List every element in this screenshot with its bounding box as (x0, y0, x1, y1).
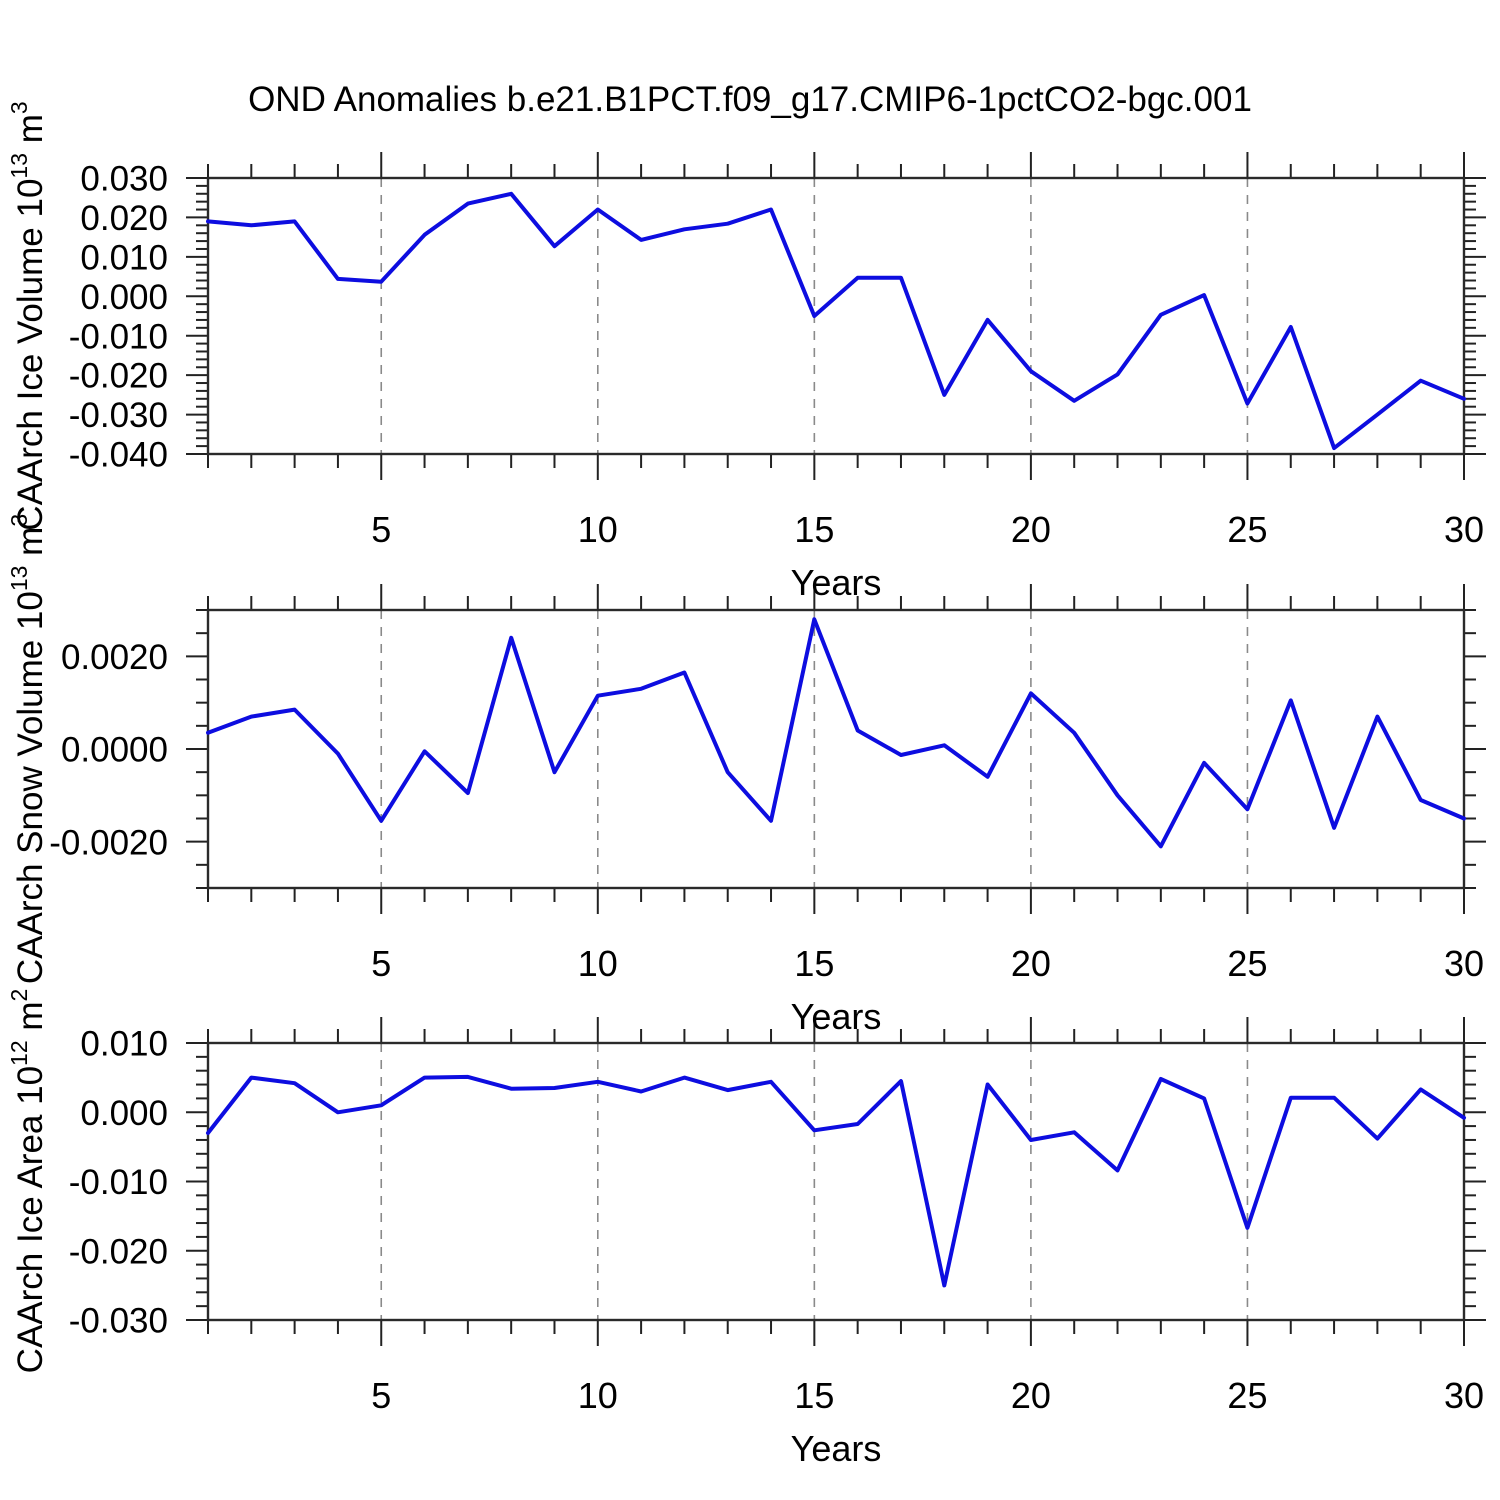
y-tick-label: 0.000 (80, 278, 168, 317)
y-tick-label: 0.020 (80, 199, 168, 238)
x-tick-label: 30 (1444, 509, 1484, 550)
caarch-ice-area-plot: 0.010 0.000 -0.010 -0.020 -0.030 5 10 15 20 25 30 (69, 1017, 1486, 1416)
y-axis-label-unit-exponent: 2 (6, 988, 32, 1002)
x-tick-labels: 5 10 15 20 25 30 (371, 1375, 1484, 1416)
y-tick-label: -0.020 (69, 357, 168, 396)
caarch-ice-volume-line (206, 191, 1466, 451)
x-tick-label: 20 (1011, 509, 1051, 550)
x-tick-label: 30 (1444, 943, 1484, 984)
x-axis-label-chart3: Years (790, 1428, 882, 1469)
x-tick-label: 25 (1227, 1375, 1267, 1416)
caarch-ice-area-line (206, 1074, 1466, 1288)
y-axis-label-unit-exponent: 3 (6, 513, 32, 527)
y-axis-label-unit: m (11, 526, 50, 566)
x-tick-label: 15 (794, 1375, 834, 1416)
ticks (186, 1017, 1486, 1346)
y-axis-label-text: CAArch Ice Area 10 (11, 1065, 50, 1374)
y-tick-label: 0.0020 (61, 638, 168, 677)
y-tick-label: -0.010 (69, 317, 168, 356)
x-tick-label: 10 (578, 1375, 618, 1416)
y-axis-label-exponent: 13 (6, 152, 32, 179)
page-title: OND Anomalies b.e21.B1PCT.f09_g17.CMIP6-… (248, 80, 1252, 119)
y-tick-labels: 0.0300.0200.0100.000-0.010-0.020-0.030-0… (69, 160, 168, 475)
y-axis-label-ice-area: CAArch Ice Area 1012 m2 (6, 989, 51, 1374)
x-tick-label: 5 (371, 509, 391, 550)
x-tick-label: 10 (578, 509, 618, 550)
y-axis-label-unit: m (11, 114, 50, 153)
x-tick-label: 20 (1011, 943, 1051, 984)
y-axis-label-text: CAArch Ice Volume 10 (11, 178, 50, 531)
plot-border (206, 176, 1466, 456)
y-tick-label: -0.0020 (49, 823, 168, 862)
gridlines (380, 610, 1249, 888)
x-tick-label: 5 (371, 1375, 391, 1416)
y-axis-label-exponent: 12 (6, 1040, 32, 1066)
y-tick-labels: 0.0020 0.0000 -0.0020 (49, 638, 168, 862)
ticks (186, 584, 1486, 914)
x-tick-label: 5 (371, 943, 391, 984)
x-tick-label: 25 (1227, 509, 1267, 550)
y-tick-label: -0.030 (69, 1302, 168, 1341)
y-axis-label-unit: m (11, 1001, 50, 1041)
y-axis-label-exponent: 13 (6, 565, 32, 592)
x-tick-label: 30 (1444, 1375, 1484, 1416)
ticks (186, 152, 1486, 480)
x-tick-label: 15 (794, 943, 834, 984)
x-tick-labels: 5 10 15 20 25 30 (371, 509, 1484, 550)
plot-border (206, 1041, 1466, 1322)
x-axis-label-chart1: Years (790, 562, 882, 603)
x-tick-label: 15 (794, 509, 834, 550)
caarch-snow-volume-line (206, 617, 1466, 849)
gridlines (380, 1043, 1249, 1320)
y-tick-labels: 0.010 0.000 -0.010 -0.020 -0.030 (69, 1025, 168, 1341)
y-tick-label: 0.010 (80, 238, 168, 277)
y-tick-label: 0.030 (80, 160, 168, 199)
y-axis-label-snow-volume: CAArch Snow Volume 1013 m3 (6, 514, 51, 985)
x-tick-label: 10 (578, 943, 618, 984)
y-tick-label: 0.000 (80, 1094, 168, 1133)
x-tick-label: 25 (1227, 943, 1267, 984)
x-axis-label-chart2: Years (790, 996, 882, 1037)
caarch-snow-volume-plot: 0.0020 0.0000 -0.0020 5 10 15 20 25 30 (49, 584, 1486, 984)
y-axis-label-unit-exponent: 3 (6, 101, 32, 115)
x-tick-label: 20 (1011, 1375, 1051, 1416)
y-tick-label: -0.030 (69, 396, 168, 435)
caarch-ice-volume-plot: 0.0300.0200.0100.000-0.010-0.020-0.030-0… (69, 152, 1486, 550)
plot-border (206, 608, 1466, 890)
y-axis-label-text: CAArch Snow Volume 10 (11, 591, 50, 985)
y-tick-label: -0.020 (69, 1232, 168, 1271)
x-tick-labels: 5 10 15 20 25 30 (371, 943, 1484, 984)
y-tick-label: -0.010 (69, 1163, 168, 1202)
y-tick-label: 0.0000 (61, 731, 168, 770)
y-tick-label: 0.010 (80, 1025, 168, 1064)
y-axis-label-ice-volume: CAArch Ice Volume 1013 m3 (6, 101, 51, 531)
y-tick-label: -0.040 (69, 436, 168, 475)
